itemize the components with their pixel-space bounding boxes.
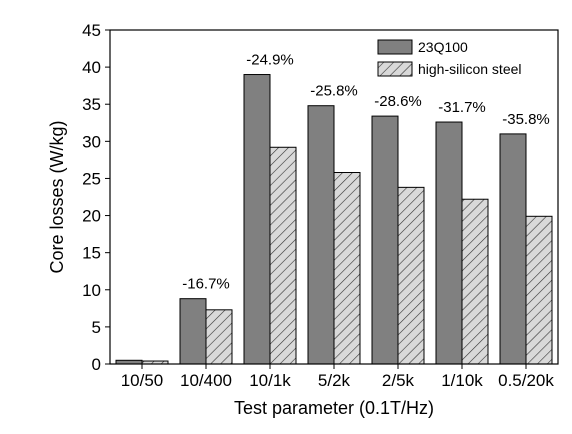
y-tick-label: 0	[92, 355, 101, 374]
x-tick-label: 10/1k	[249, 371, 291, 390]
legend-swatch-1	[377, 39, 413, 55]
legend: 23Q100 high-silicon steel	[377, 39, 522, 77]
annotations-layer: -16.7% -24.9% -25.8% -28.6% -31.7% -35.8%	[182, 52, 550, 293]
axes-layer: 10/50 10/400 10/1k 5/2k 2/5k 1/10k 0.5/20k 0 5 10…	[82, 21, 559, 390]
bar-series2-6	[525, 215, 553, 365]
reduction-label: -25.8%	[310, 83, 358, 100]
y-tick-label: 35	[82, 95, 101, 114]
bar-series2-3	[333, 172, 361, 365]
bar-series1-4	[371, 115, 399, 365]
reduction-label: -31.7%	[438, 99, 486, 116]
x-tick-label: 10/50	[121, 371, 164, 390]
reduction-label: -35.8%	[502, 111, 550, 128]
y-tick-label: 20	[82, 207, 101, 226]
y-tick-label: 30	[82, 132, 101, 151]
bar-series2-4	[397, 186, 425, 365]
reduction-label: -28.6%	[374, 93, 422, 110]
bar-series2-2	[269, 146, 297, 365]
bar-series1-5	[435, 121, 463, 365]
y-axis-title: Core losses (W/kg)	[47, 120, 67, 273]
legend-label-1: 23Q100	[418, 39, 468, 55]
y-tick-label: 5	[92, 318, 101, 337]
x-axis-title: Test parameter (0.1T/Hz)	[234, 398, 434, 418]
y-tick-label: 10	[82, 281, 101, 300]
bar-series1-1	[179, 298, 207, 365]
legend-label-2: high-silicon steel	[418, 61, 522, 77]
bar-series2-5	[461, 198, 489, 365]
reduction-label: -24.9%	[246, 52, 294, 69]
y-tick-label: 40	[82, 58, 101, 77]
legend-swatch-2	[377, 61, 413, 77]
x-tick-label: 10/400	[180, 371, 232, 390]
bar-series1-6	[499, 133, 527, 365]
x-tick-label: 1/10k	[441, 371, 483, 390]
x-tick-label: 2/5k	[382, 371, 415, 390]
bar-series1-3	[307, 105, 335, 365]
y-tick-label: 15	[82, 244, 101, 263]
x-tick-label: 5/2k	[318, 371, 351, 390]
reduction-label: -16.7%	[182, 276, 230, 293]
bar-series2-1	[205, 309, 233, 365]
x-tick-label: 0.5/20k	[498, 371, 554, 390]
plot-frame	[109, 29, 559, 365]
y-tick-label: 25	[82, 169, 101, 188]
bars-layer	[115, 74, 553, 365]
y-tick-label: 45	[82, 21, 101, 40]
bar-series1-2	[243, 74, 271, 365]
